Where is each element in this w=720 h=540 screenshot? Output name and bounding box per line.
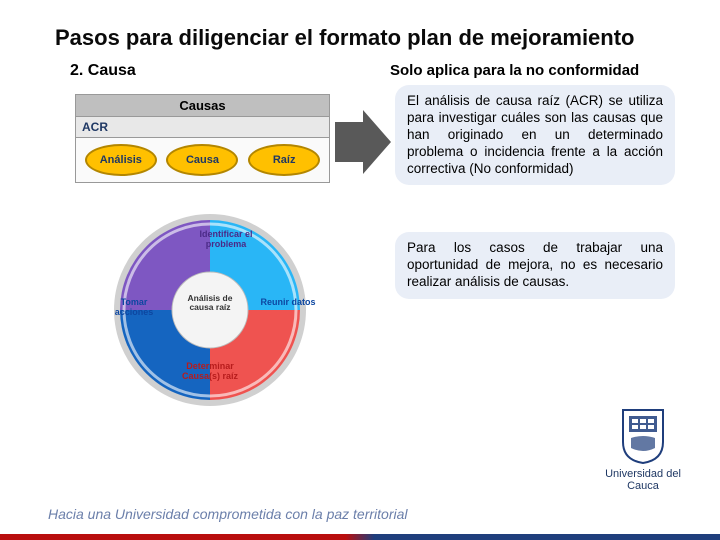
section-subtitle: 2. Causa <box>70 62 136 80</box>
root-cause-wheel: Identificar el problema Reunir datos Det… <box>110 210 310 410</box>
table-header: Causas <box>75 94 330 117</box>
table-row-label: ACR <box>75 117 330 138</box>
causas-table: Causas ACR Análisis Causa Raíz <box>75 94 330 183</box>
university-logo: Universidad del Cauca <box>604 408 682 492</box>
ellipse-row: Análisis Causa Raíz <box>75 138 330 183</box>
info-bubble-2: Para los casos de trabajar una oportunid… <box>395 232 675 299</box>
ellipse-causa: Causa <box>166 144 238 176</box>
footer-slogan: Hacia una Universidad comprometida con l… <box>48 506 408 522</box>
info-bubble-1: El análisis de causa raíz (ACR) se utili… <box>395 85 675 185</box>
footer-bar <box>0 534 720 540</box>
wheel-segment-label-0: Identificar el problema <box>196 230 256 250</box>
wheel-segment-label-3: Tomar acciones <box>104 298 164 318</box>
wheel-center-label: Análisis de causa raíz <box>180 294 240 313</box>
ellipse-analisis: Análisis <box>85 144 157 176</box>
page-title: Pasos para diligenciar el formato plan d… <box>55 25 635 51</box>
logo-text: Universidad del Cauca <box>604 468 682 492</box>
wheel-segment-label-1: Reunir datos <box>258 298 318 308</box>
shield-icon <box>621 408 665 464</box>
wheel-segment-label-2: Determinar Causa(s) raíz <box>180 362 240 382</box>
applicability-note: Solo aplica para la no conformidad <box>390 62 639 79</box>
ellipse-raiz: Raíz <box>248 144 320 176</box>
